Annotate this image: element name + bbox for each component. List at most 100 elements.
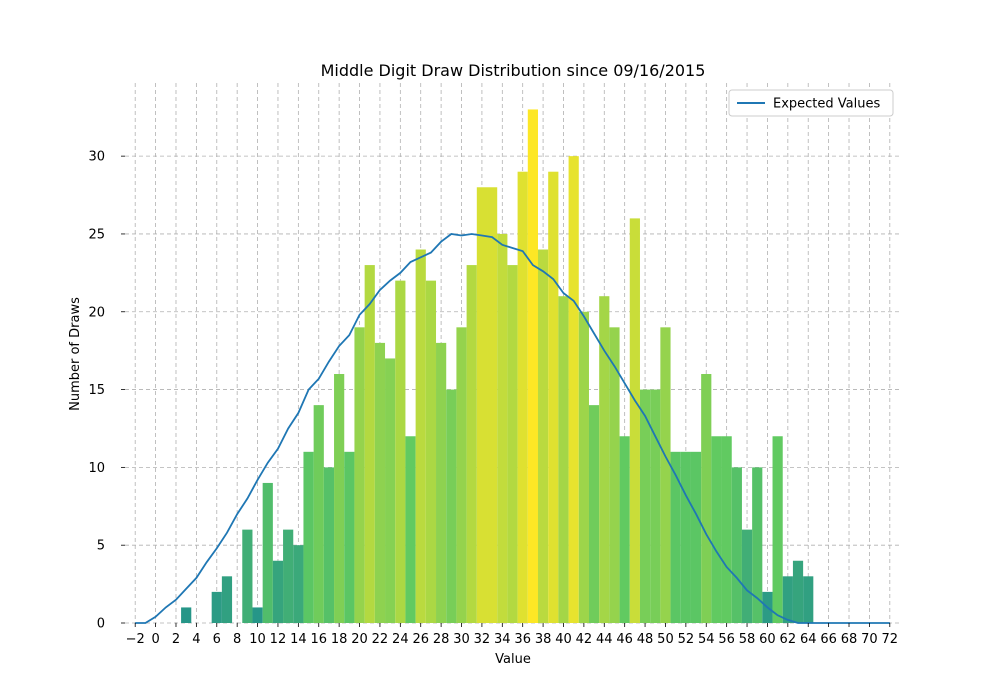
x-tick-label: 4 — [192, 632, 200, 647]
bar-6 — [211, 591, 222, 623]
x-tick-label: 50 — [657, 632, 674, 647]
x-tick-label: 28 — [433, 632, 450, 647]
bar-18 — [334, 374, 345, 623]
bar-49 — [650, 389, 661, 623]
bar-11 — [262, 482, 273, 623]
x-tick-label: 30 — [453, 632, 470, 647]
bar-47 — [629, 218, 640, 624]
bar-26 — [415, 249, 426, 623]
x-tick-label: 18 — [331, 632, 348, 647]
x-tick-label: 58 — [739, 632, 756, 647]
x-tick-label: 64 — [800, 632, 817, 647]
x-tick-label: 20 — [351, 632, 368, 647]
bar-19 — [344, 451, 355, 623]
x-tick-label: 52 — [678, 632, 695, 647]
bar-35 — [507, 265, 518, 623]
bars — [181, 109, 814, 624]
bar-3 — [181, 607, 192, 623]
bar-13 — [283, 529, 294, 623]
bar-39 — [548, 171, 559, 623]
chart-title: Middle Digit Draw Distribution since 09/… — [321, 61, 706, 80]
legend: Expected Values — [728, 89, 894, 117]
bar-58 — [741, 529, 753, 623]
bar-20 — [354, 327, 365, 623]
y-tick-label: 5 — [97, 539, 105, 554]
bar-29 — [446, 389, 457, 623]
x-tick-label: 66 — [820, 632, 837, 647]
bar-52 — [680, 451, 691, 623]
bar-15 — [303, 451, 314, 623]
bar-61 — [772, 436, 783, 623]
bar-31 — [466, 265, 477, 623]
bar-64 — [803, 576, 814, 623]
bar-28 — [436, 342, 447, 623]
bar-48 — [639, 389, 651, 623]
x-tick-label: 42 — [576, 632, 593, 647]
bar-51 — [670, 451, 681, 623]
bar-21 — [364, 265, 375, 623]
x-tick-label: 68 — [841, 632, 858, 647]
bar-33 — [487, 187, 498, 623]
x-tick-label: 36 — [514, 632, 531, 647]
expected-line-group — [135, 233, 890, 624]
x-tick-label: 56 — [718, 632, 735, 647]
x-tick-label: 70 — [861, 632, 878, 647]
bar-23 — [385, 358, 396, 623]
x-tick-label: 14 — [290, 632, 307, 647]
y-tick-label: 20 — [88, 305, 105, 320]
expected-values-line — [135, 233, 890, 624]
bar-30 — [456, 327, 467, 623]
x-tick-label: 26 — [412, 632, 429, 647]
bar-59 — [752, 467, 763, 623]
bar-56 — [721, 436, 732, 623]
x-tick-label: 72 — [882, 632, 899, 647]
x-tick-label: 12 — [270, 632, 287, 647]
x-tick-label: 8 — [233, 632, 241, 647]
x-tick-label: 40 — [555, 632, 572, 647]
bar-7 — [221, 576, 233, 623]
bar-17 — [323, 467, 335, 623]
bar-27 — [425, 280, 437, 623]
bar-24 — [395, 280, 406, 623]
bar-50 — [660, 327, 671, 623]
x-tick-label: 2 — [172, 632, 180, 647]
bar-10 — [252, 607, 263, 623]
bar-38 — [537, 249, 549, 623]
bar-22 — [374, 342, 386, 623]
x-axis-label: Value — [495, 652, 531, 667]
bar-34 — [497, 233, 508, 624]
bar-55 — [711, 436, 722, 623]
x-tick-label: 22 — [372, 632, 389, 647]
bar-36 — [517, 171, 528, 623]
x-tick-label: 24 — [392, 632, 409, 647]
bar-40 — [558, 296, 569, 623]
bar-16 — [313, 405, 324, 623]
legend-box — [728, 89, 894, 117]
bar-9 — [242, 529, 253, 623]
bar-12 — [272, 560, 284, 623]
x-tick-label: 16 — [310, 632, 327, 647]
bar-53 — [690, 451, 702, 623]
x-tick-label: 6 — [213, 632, 221, 647]
x-tick-label: 46 — [616, 632, 633, 647]
x-tick-label: 48 — [637, 632, 654, 647]
bar-57 — [731, 467, 742, 623]
bar-62 — [782, 576, 793, 623]
bar-44 — [599, 296, 610, 623]
bar-32 — [476, 187, 488, 623]
x-tick-label: 32 — [474, 632, 491, 647]
bar-41 — [568, 156, 579, 623]
y-tick-label: 15 — [88, 383, 105, 398]
bar-63 — [792, 560, 804, 623]
bar-14 — [293, 545, 304, 623]
x-tick-label: 34 — [494, 632, 511, 647]
x-tick-label: 0 — [151, 632, 159, 647]
y-tick-label: 25 — [88, 227, 105, 242]
x-tick-label: 54 — [698, 632, 715, 647]
x-axis-ticks: −2 0 2 4 6 8 10 12 14 16 18 20 22 24 26 28 30 32 34 36 38 40 4… — [126, 623, 898, 647]
y-axis-ticks: 0 5 10 15 20 25 30 — [88, 150, 125, 632]
bar-45 — [609, 327, 620, 623]
bar-42 — [578, 311, 589, 623]
x-tick-label: −2 — [126, 632, 145, 647]
